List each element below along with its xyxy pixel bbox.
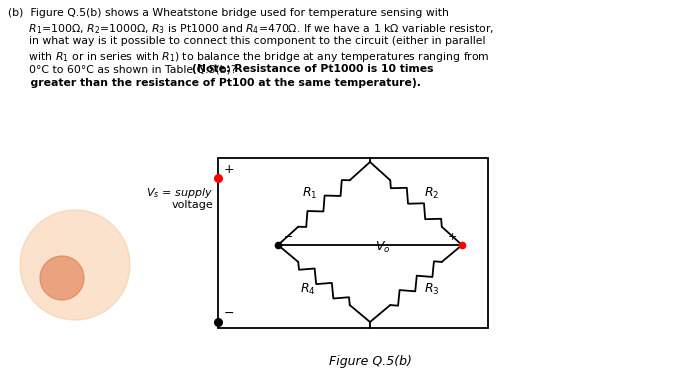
Text: (Note: Resistance of Pt1000 is 10 times: (Note: Resistance of Pt1000 is 10 times (192, 64, 433, 74)
Text: with $\mathit{R_1}$ or in series with $\mathit{R_1}$) to balance the bridge at a: with $\mathit{R_1}$ or in series with $\… (8, 50, 490, 64)
Text: $V_o$: $V_o$ (375, 239, 391, 254)
Text: −: − (284, 232, 293, 242)
Text: $R_1$: $R_1$ (302, 186, 318, 201)
Text: 0°C to 60°C as shown in Table Q.5(b)?: 0°C to 60°C as shown in Table Q.5(b)? (8, 64, 244, 74)
Text: $R_3$: $R_3$ (424, 282, 440, 297)
Circle shape (20, 210, 130, 320)
Text: $R_2$: $R_2$ (424, 186, 440, 201)
Text: +: + (448, 232, 457, 242)
Text: in what way is it possible to connect this component to the circuit (either in p: in what way is it possible to connect th… (8, 36, 486, 46)
Text: $R_4$: $R_4$ (300, 282, 316, 297)
Text: −: − (224, 307, 234, 320)
Bar (218, 158, 488, 328)
Text: voltage: voltage (172, 200, 213, 210)
Circle shape (40, 256, 84, 300)
Text: Figure Q.5(b): Figure Q.5(b) (328, 355, 412, 369)
Text: greater than the resistance of Pt100 at the same temperature).: greater than the resistance of Pt100 at … (8, 78, 421, 88)
Text: +: + (224, 163, 234, 176)
Text: $V_s$ = supply: $V_s$ = supply (146, 186, 213, 200)
Text: (b)  Figure Q.5(b) shows a Wheatstone bridge used for temperature sensing with: (b) Figure Q.5(b) shows a Wheatstone bri… (8, 8, 449, 18)
Text: $\mathit{R_1}$=100Ω, $\mathit{R_2}$=1000Ω, $\mathit{R_3}$ is Pt1000 and $\mathit: $\mathit{R_1}$=100Ω, $\mathit{R_2}$=1000… (8, 22, 494, 36)
